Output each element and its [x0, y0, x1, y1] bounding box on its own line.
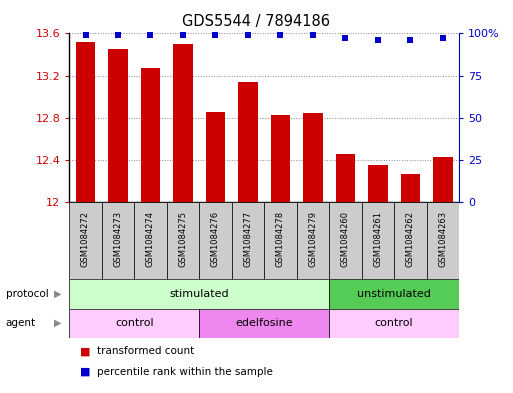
Text: ■: ■: [80, 367, 90, 377]
Bar: [206, 112, 225, 202]
Bar: [401, 174, 420, 202]
Text: GSM1084274: GSM1084274: [146, 211, 155, 267]
Bar: [102, 202, 134, 279]
Text: GSM1084276: GSM1084276: [211, 211, 220, 267]
Text: stimulated: stimulated: [169, 289, 229, 299]
Bar: [427, 202, 459, 279]
Bar: [303, 113, 323, 202]
Bar: [167, 202, 199, 279]
Text: GDS5544 / 7894186: GDS5544 / 7894186: [183, 14, 330, 29]
Bar: [69, 309, 199, 338]
Text: GSM1084260: GSM1084260: [341, 211, 350, 267]
Bar: [238, 82, 258, 202]
Bar: [271, 115, 290, 202]
Text: GSM1084275: GSM1084275: [179, 211, 187, 267]
Bar: [134, 202, 167, 279]
Text: GSM1084279: GSM1084279: [308, 211, 318, 267]
Bar: [297, 202, 329, 279]
Text: GSM1084278: GSM1084278: [276, 211, 285, 267]
Text: transformed count: transformed count: [97, 346, 195, 356]
Text: edelfosine: edelfosine: [235, 318, 293, 328]
Bar: [199, 309, 329, 338]
Text: GSM1084262: GSM1084262: [406, 211, 415, 267]
Bar: [199, 202, 232, 279]
Text: percentile rank within the sample: percentile rank within the sample: [97, 367, 273, 377]
Bar: [394, 202, 427, 279]
Bar: [329, 279, 459, 309]
Text: GSM1084261: GSM1084261: [373, 211, 382, 267]
Bar: [76, 42, 95, 202]
Text: protocol: protocol: [6, 289, 48, 299]
Text: agent: agent: [6, 318, 36, 328]
Bar: [108, 49, 128, 202]
Text: GSM1084272: GSM1084272: [81, 211, 90, 267]
Text: ■: ■: [80, 346, 90, 356]
Bar: [362, 202, 394, 279]
Text: control: control: [375, 318, 413, 328]
Text: GSM1084273: GSM1084273: [113, 211, 123, 267]
Bar: [433, 157, 452, 202]
Text: control: control: [115, 318, 153, 328]
Bar: [69, 202, 102, 279]
Text: ▶: ▶: [54, 318, 62, 328]
Bar: [368, 165, 388, 202]
Text: unstimulated: unstimulated: [357, 289, 431, 299]
Text: GSM1084263: GSM1084263: [439, 211, 447, 267]
Bar: [173, 44, 193, 202]
Text: ▶: ▶: [54, 289, 62, 299]
Bar: [264, 202, 297, 279]
Bar: [336, 154, 355, 202]
Text: GSM1084277: GSM1084277: [244, 211, 252, 267]
Bar: [329, 309, 459, 338]
Bar: [141, 68, 160, 202]
Bar: [232, 202, 264, 279]
Bar: [69, 279, 329, 309]
Bar: [329, 202, 362, 279]
